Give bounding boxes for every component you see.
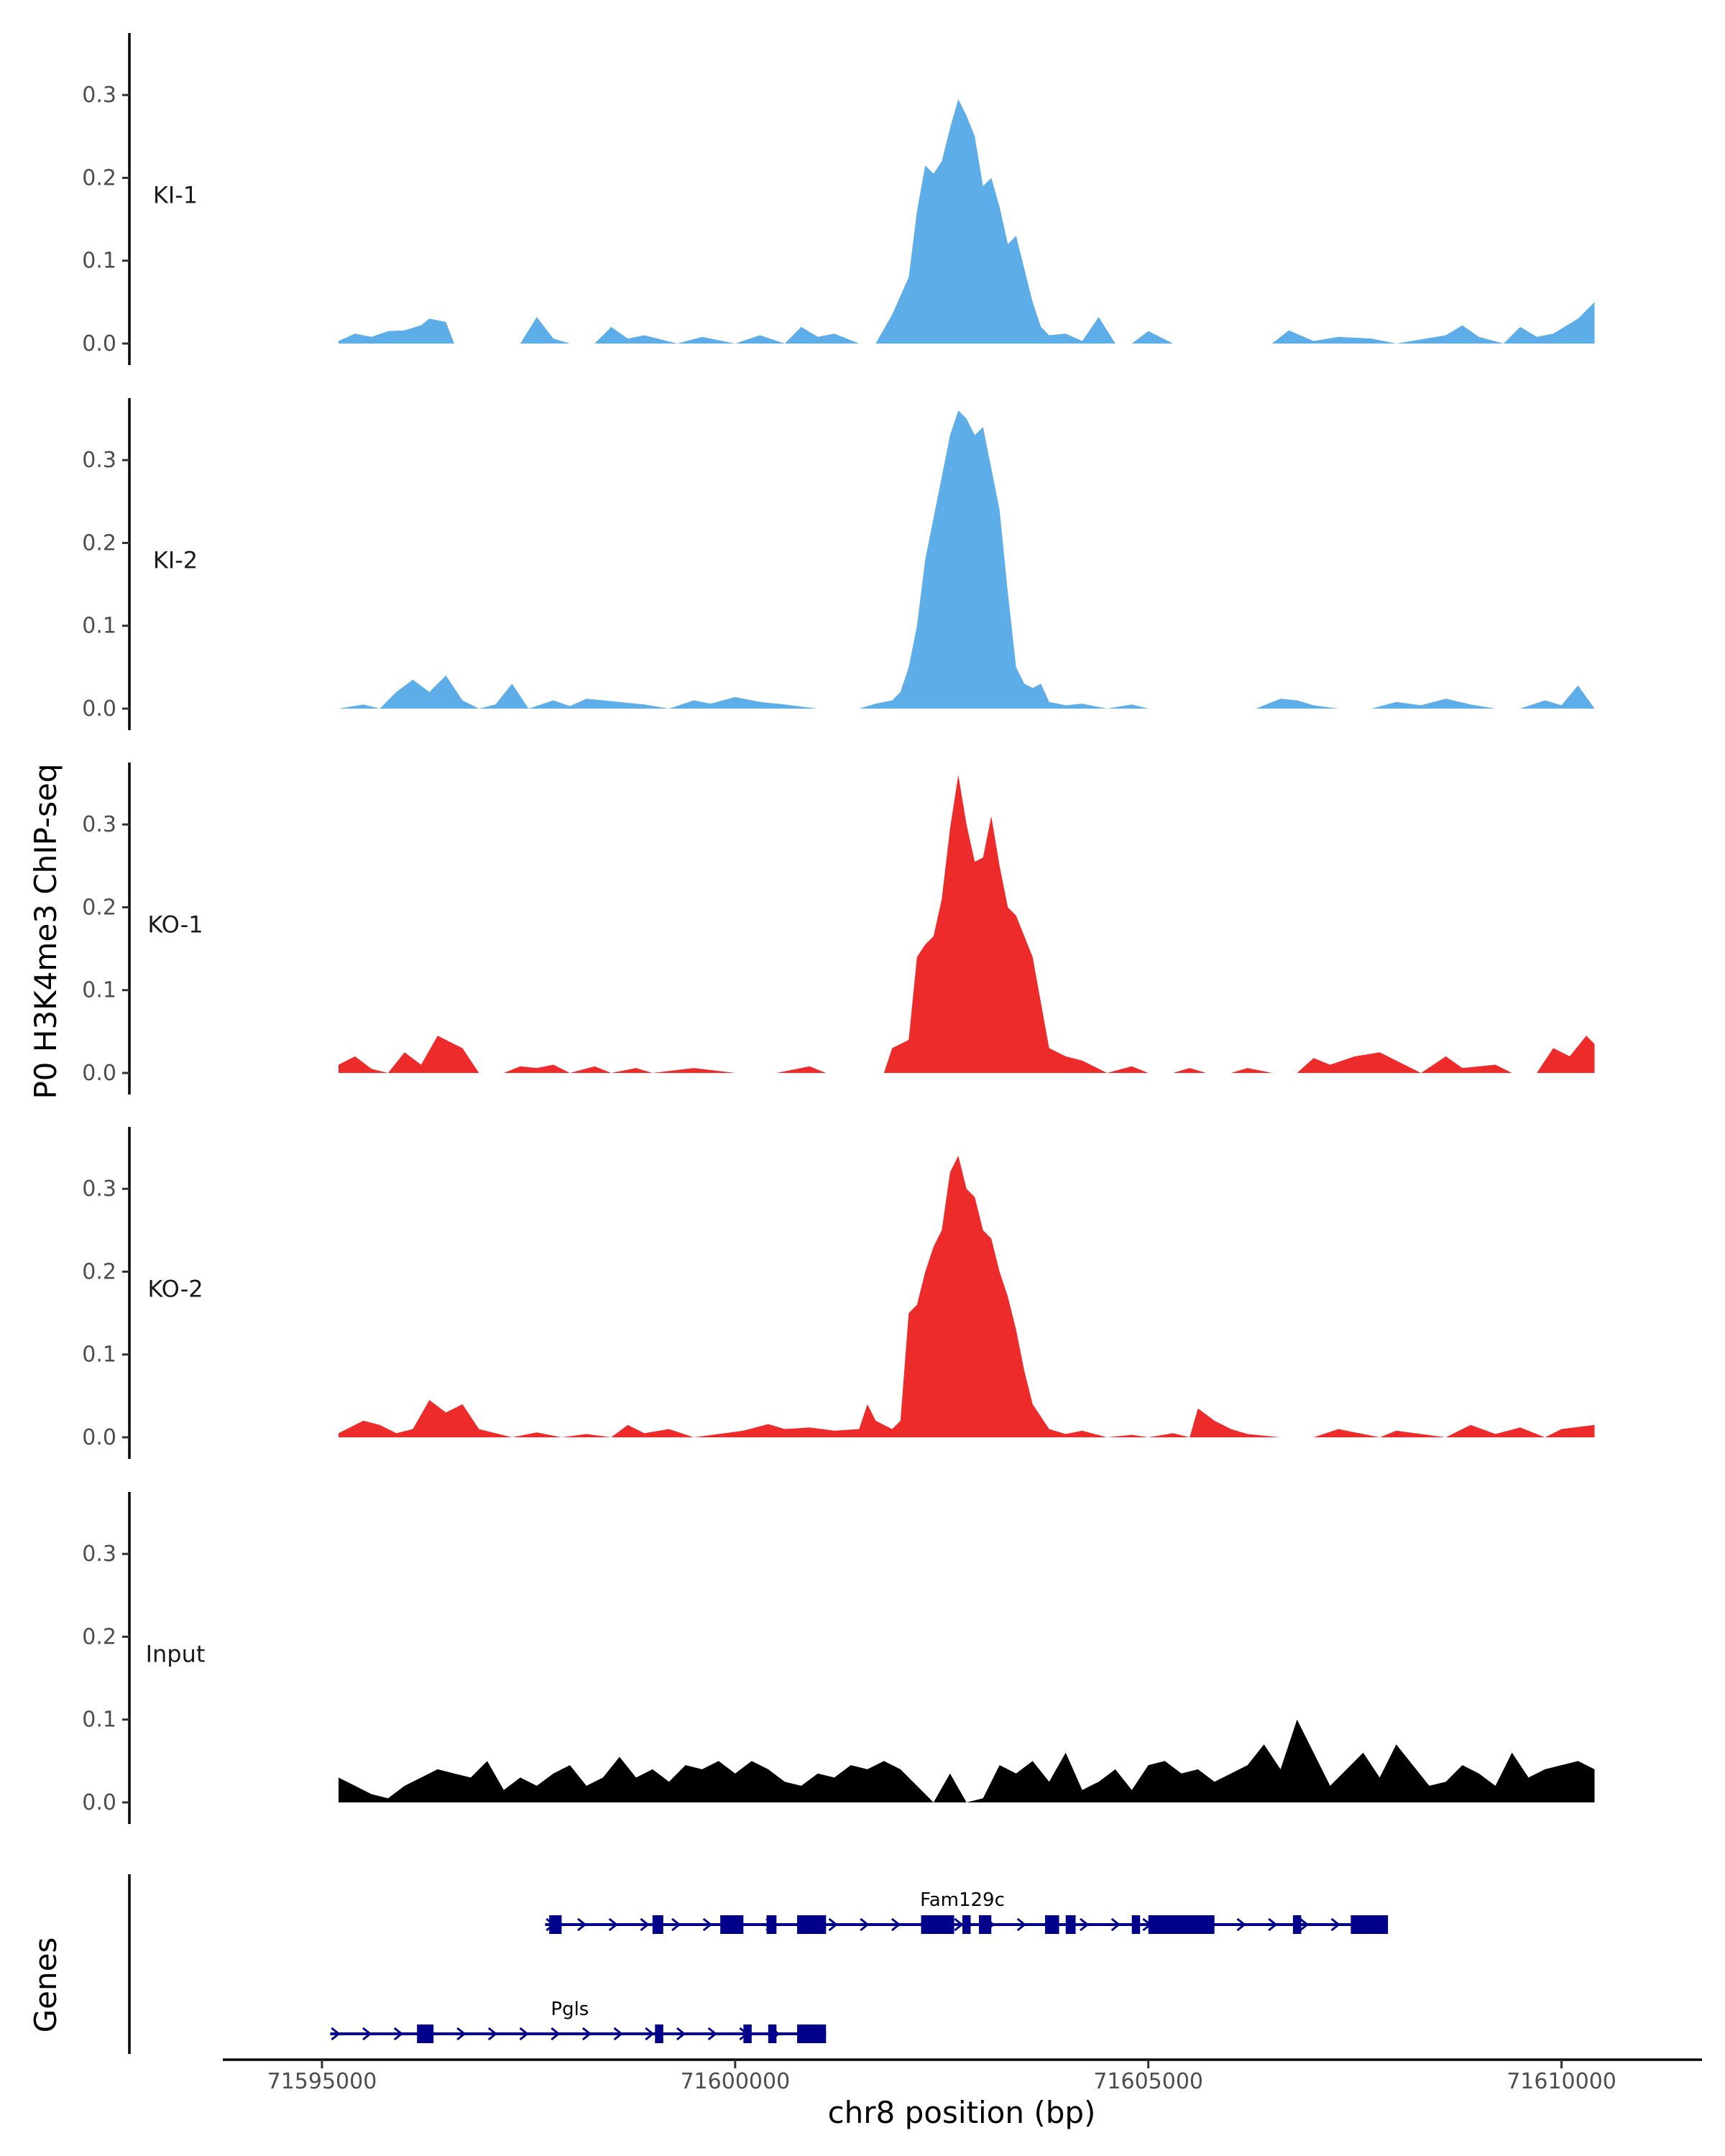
track-label: KO-1 [147,911,203,939]
strand-arrow [608,1917,619,1932]
strand-arrow [456,2027,466,2041]
area-ki-1 [339,99,1595,344]
strand-arrow [1110,1917,1121,1932]
y-tick-label: 0.1 [82,614,116,639]
exon [1044,1915,1059,1934]
y-tick-label: 0.2 [82,895,116,920]
track-label: KI-1 [153,182,198,209]
track-ko-2: 0.0 0.1 0.2 0.3 KO-2 [82,1127,1595,1459]
strand-arrow [1299,1917,1310,1932]
strand-arrow [860,1917,870,1932]
strand-arrow [581,2027,592,2041]
strand-arrow [954,1917,964,1932]
y-tick-label: 0.0 [82,696,116,722]
track-ki-1: 0.0 0.1 0.2 0.3 KI-1 [82,33,1595,365]
strand-arrow [487,2027,498,2041]
gene-fam129c: Fam129c [545,1889,1389,1934]
x-axis-title: chr8 position (bp) [828,2095,1096,2130]
y-tick-label: 0.3 [82,1542,116,1567]
exon [797,1915,827,1934]
strand-arrow [551,2027,561,2041]
strand-arrow [577,1917,587,1932]
y-axis-title: P0 H3K4me3 ChIP-seq [28,763,63,1099]
y-tick-label: 0.3 [82,83,116,108]
strand-arrow [1330,1917,1340,1932]
y-tick-label: 0.1 [82,978,116,1003]
exon [720,1915,744,1934]
strand-arrow [702,1917,713,1932]
y-tick-label: 0.3 [82,812,116,837]
area-ko-1 [339,775,1595,1073]
exon [743,2024,752,2043]
exon [1131,1915,1141,1934]
exon [1351,1915,1389,1934]
genes-track-title: Genes [28,1938,63,2033]
y-tick-label: 0.3 [82,1176,116,1202]
track-input: 0.0 0.1 0.2 0.3 Input [82,1492,1595,1824]
strand-arrow [1268,1917,1278,1932]
exon [962,1915,971,1934]
track-label: KO-2 [147,1276,203,1303]
y-tick-label: 0.2 [82,530,116,556]
x-tick-label: 71605000 [1093,2069,1203,2094]
exon [978,1915,992,1934]
strand-arrow [891,1917,901,1932]
strand-arrow [1016,1917,1027,1932]
y-tick-label: 0.3 [82,448,116,473]
y-tick-label: 0.2 [82,1624,116,1649]
signal-tracks: 0.00.10.20.3KI-10.00.10.20.3KI-20.00.10.… [82,33,1595,1824]
x-tick-label: 71600000 [680,2069,790,2094]
exon [921,1915,954,1934]
area-ko-2 [339,1156,1595,1437]
track-ko-1: 0.0 0.1 0.2 0.3 KO-1 [82,763,1595,1095]
exon [417,2024,434,2043]
x-tick-label: 71610000 [1506,2069,1616,2094]
track-ki-2: 0.0 0.1 0.2 0.3 KI-2 [82,398,1595,730]
gene-pgls: Pgls [330,1999,827,2043]
gene-label: Pgls [551,1999,589,2020]
track-label: Input [146,1641,206,1668]
strand-arrow [707,2027,718,2041]
strand-arrow [828,1917,838,1932]
exon [652,1915,663,1934]
strand-arrow [393,2027,404,2041]
strand-arrow [671,1917,681,1932]
exon [1065,1915,1076,1934]
exon [549,1915,562,1934]
strand-arrow [331,2027,341,2041]
exon [1292,1915,1302,1934]
exon [766,1915,777,1934]
exon [1148,1915,1215,1934]
strand-arrow [640,1917,650,1932]
track-label: KI-2 [153,547,198,574]
x-axis: 71595000 71600000 71605000 71610000 [223,2058,1702,2094]
y-tick-label: 0.0 [82,1425,116,1450]
y-tick-label: 0.2 [82,165,116,190]
gene-track: Fam129c Pgls [128,1874,1389,2054]
y-tick-label: 0.0 [82,331,116,356]
area-ki-2 [339,410,1595,709]
strand-arrow [645,2027,655,2041]
strand-arrow [676,2027,686,2041]
y-tick-label: 0.1 [82,1708,116,1733]
y-tick-label: 0.1 [82,249,116,274]
y-tick-label: 0.2 [82,1259,116,1284]
y-tick-label: 0.0 [82,1790,116,1815]
strand-arrow [1080,1917,1090,1932]
strand-arrow [362,2027,372,2041]
exon [797,2024,827,2043]
strand-arrow [1236,1917,1246,1932]
area-input [339,1719,1595,1802]
y-tick-label: 0.0 [82,1061,116,1086]
gene-label: Fam129c [920,1889,1005,1911]
x-tick-label: 71595000 [267,2069,377,2094]
strand-arrow [519,2027,529,2041]
exon [768,2024,777,2043]
strand-arrow [613,2027,623,2041]
exon [655,2024,663,2043]
y-tick-label: 0.1 [82,1342,116,1368]
